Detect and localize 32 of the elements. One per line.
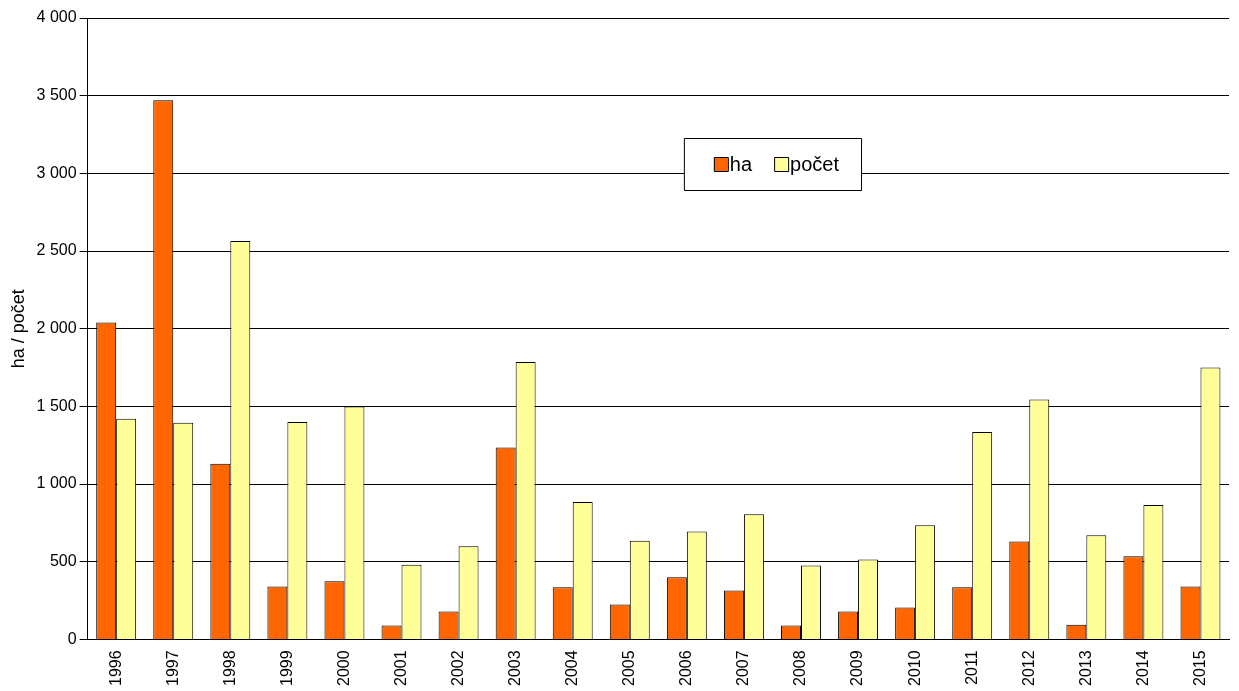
y-tick-label: 2 500 (36, 241, 77, 259)
x-tick-label: 2003 (506, 650, 524, 686)
x-tick-label: 2006 (677, 650, 695, 686)
y-tick-label: 500 (49, 552, 77, 570)
x-tick-label: 2013 (1076, 650, 1094, 686)
x-tick-label: 2009 (848, 650, 866, 686)
x-tick-label: 2012 (1019, 650, 1037, 686)
x-tick-label: 2008 (791, 650, 809, 686)
y-axis-title: ha / počet (7, 289, 28, 369)
x-tick-label: 1998 (220, 650, 238, 686)
x-tick-label: 2000 (334, 650, 352, 686)
x-tick-label: 2007 (734, 650, 752, 686)
x-tick-label: 1997 (163, 650, 181, 686)
x-tick-label: 1999 (277, 650, 295, 686)
x-tick-label: 2005 (620, 650, 638, 686)
legend-label: počet (790, 152, 840, 175)
y-tick-label: 4 000 (36, 8, 77, 26)
y-tick-label: 3 000 (36, 163, 77, 181)
x-tick-label: 1996 (106, 650, 124, 686)
y-tick-label: 3 500 (36, 86, 77, 104)
y-tick-label: 0 (67, 629, 77, 647)
x-tick-label: 2010 (905, 650, 923, 686)
x-tick-label: 2014 (1133, 650, 1151, 686)
y-tick-label: 2 000 (36, 319, 77, 337)
y-tick-label: 1 500 (36, 396, 77, 414)
x-tick-label: 2001 (391, 650, 409, 686)
x-tick-label: 2004 (563, 650, 581, 686)
x-tick-label: 2015 (1190, 650, 1208, 686)
legend-label: ha (729, 152, 753, 175)
x-tick-label: 2011 (962, 650, 980, 685)
y-tick-label: 1 000 (36, 474, 77, 492)
x-tick-label: 2002 (448, 650, 466, 686)
